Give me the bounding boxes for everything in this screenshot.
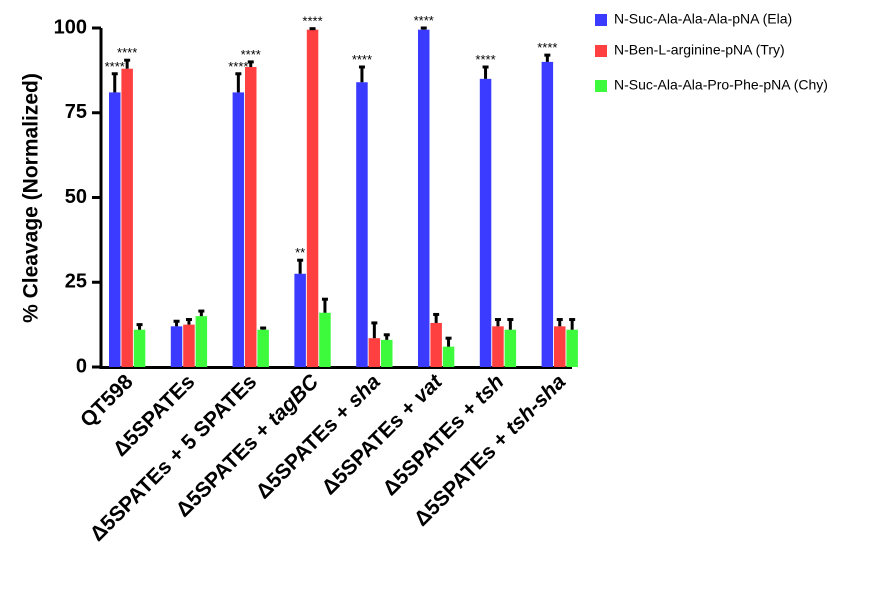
- bar: [356, 82, 368, 368]
- bar: [121, 68, 133, 368]
- bar: [442, 346, 455, 367]
- error-bars: [111, 26, 576, 347]
- y-tick-label: 25: [65, 271, 87, 293]
- legend-label: N-Ben-L-arginine-pNA (Try): [614, 42, 785, 58]
- bar: [109, 92, 121, 367]
- bar: [257, 329, 269, 367]
- bar: [479, 78, 492, 367]
- y-axis-label: % Cleavage (Normalized): [20, 73, 43, 323]
- bar: [492, 326, 504, 367]
- x-tick-label-text: QT598: [76, 370, 138, 432]
- bar: [541, 61, 554, 368]
- significance-label: ****: [414, 13, 434, 28]
- y-ticks: 0 25 50 75 100: [54, 16, 101, 377]
- x-tick-label-gene: tsh-sha: [501, 370, 570, 439]
- legend-label: N-Suc-Ala-Ala-Ala-pNA (Ela): [614, 11, 792, 27]
- significance-label: ****: [228, 59, 248, 74]
- bar: [294, 273, 306, 367]
- bar: [232, 92, 245, 367]
- bar: [418, 29, 430, 367]
- axes: [99, 28, 572, 369]
- y-tick-label: 0: [76, 355, 87, 377]
- bar: [195, 316, 208, 367]
- bar: [566, 329, 578, 367]
- significance-label: **: [295, 245, 305, 260]
- significance-label: ****: [105, 59, 125, 74]
- x-tick-label-gene: tagBC: [263, 370, 324, 431]
- legend-swatch: [595, 14, 607, 26]
- bar: [306, 29, 319, 367]
- bar: [133, 329, 146, 367]
- bar: [170, 326, 183, 367]
- y-tick-label: 100: [54, 16, 87, 38]
- significance-label: ****: [241, 47, 261, 62]
- y-tick-label: 50: [65, 186, 87, 208]
- y-tick-label: 75: [65, 101, 87, 123]
- significance-labels: **************************************: [105, 13, 558, 260]
- bar: [554, 326, 566, 367]
- legend-swatch: [595, 45, 607, 57]
- significance-label: ****: [117, 45, 137, 60]
- x-tick-label: QT598: [76, 370, 138, 432]
- significance-label: ****: [475, 52, 495, 67]
- legend-label: N-Suc-Ala-Ala-Pro-Phe-pNA (Chy): [614, 77, 828, 93]
- significance-label: ****: [302, 14, 322, 29]
- significance-label: ****: [352, 52, 372, 67]
- legend-swatch: [595, 80, 607, 92]
- bar: [381, 339, 393, 367]
- bar: [319, 312, 331, 367]
- bar: [430, 322, 442, 367]
- bars: [109, 29, 578, 368]
- bar: [245, 66, 257, 368]
- significance-label: ****: [537, 40, 557, 55]
- bar: [183, 324, 195, 367]
- bar: [368, 338, 381, 367]
- bar: [504, 329, 517, 367]
- legend: N-Suc-Ala-Ala-Ala-pNA (Ela) N-Ben-L-argin…: [595, 11, 828, 93]
